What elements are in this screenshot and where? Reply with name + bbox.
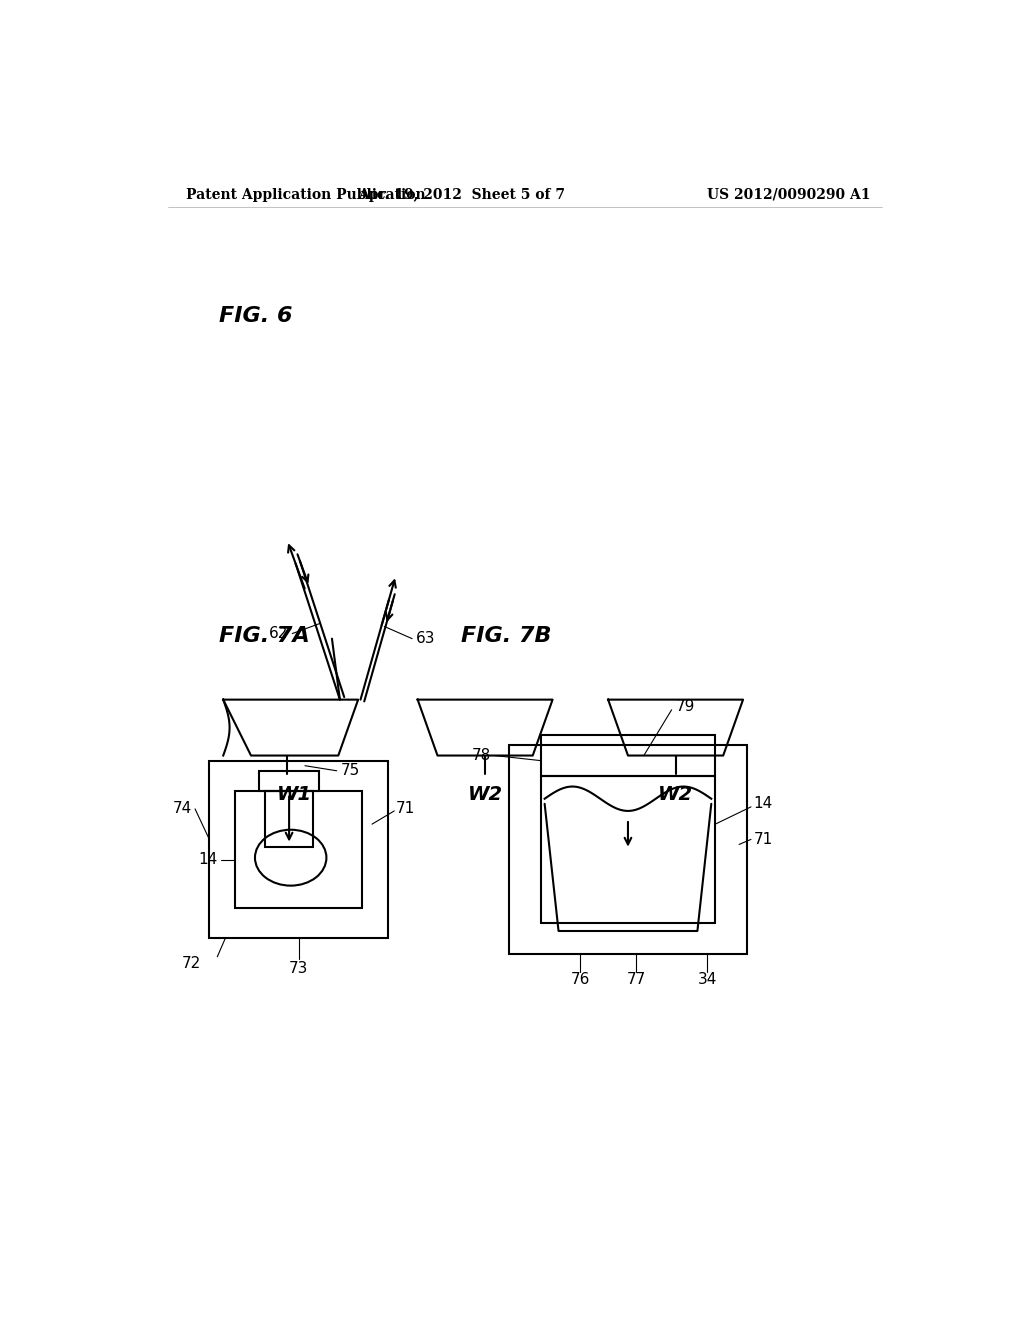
Text: 34: 34 (697, 972, 717, 986)
Text: US 2012/0090290 A1: US 2012/0090290 A1 (708, 187, 870, 202)
Text: 14: 14 (199, 853, 218, 867)
Text: 77: 77 (627, 972, 645, 986)
Text: Apr. 19, 2012  Sheet 5 of 7: Apr. 19, 2012 Sheet 5 of 7 (357, 187, 565, 202)
Text: W2: W2 (658, 784, 693, 804)
Bar (236, 791, 362, 908)
Text: 79: 79 (676, 700, 695, 714)
Text: 74: 74 (173, 801, 191, 816)
Text: W1: W1 (278, 784, 312, 804)
Text: FIG. 6: FIG. 6 (219, 306, 293, 326)
Bar (509, 746, 748, 954)
Text: 63: 63 (416, 631, 435, 647)
Text: FIG. 7B: FIG. 7B (461, 626, 552, 645)
Text: 72: 72 (182, 957, 202, 972)
Text: 75: 75 (341, 763, 359, 779)
Text: 62: 62 (269, 626, 289, 642)
Text: 71: 71 (754, 832, 772, 847)
Text: 76: 76 (570, 972, 590, 986)
Bar (541, 735, 715, 776)
Text: FIG. 7A: FIG. 7A (219, 626, 310, 645)
Text: W2: W2 (468, 784, 503, 804)
Text: 71: 71 (396, 801, 415, 816)
Text: Patent Application Publication: Patent Application Publication (186, 187, 426, 202)
Text: 78: 78 (472, 748, 492, 763)
Text: 14: 14 (754, 796, 772, 812)
Bar (259, 771, 318, 791)
Text: 73: 73 (289, 961, 308, 977)
Bar (209, 760, 388, 939)
Bar (541, 776, 715, 923)
Bar (265, 791, 313, 847)
